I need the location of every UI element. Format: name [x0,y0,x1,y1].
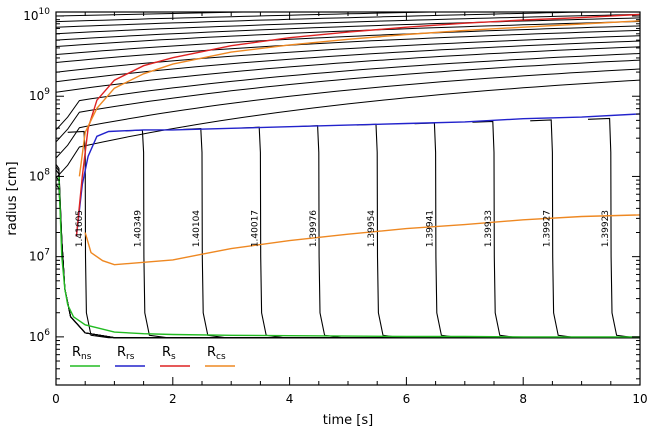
inner-mass-shell-line [356,123,640,339]
legend-label: Rrs [117,345,135,362]
axis-ticks: 0 2 4 6 8 10 106 107 108 109 1010 [23,7,647,406]
mass-label: 1.39923 [601,210,611,247]
outer-mass-shell-line [56,29,640,63]
y-tick-label: 109 [29,87,50,103]
y-tick-label: 108 [29,167,50,183]
x-tick-label: 8 [519,392,527,406]
outer-mass-shell-line [56,79,640,179]
mass-label: 1.41605 [75,210,85,247]
y-axis-title: radius [cm] [5,161,20,235]
outer-mass-shell-line [56,53,640,131]
outer-mass-shell-line [56,40,640,83]
x-tick-label: 10 [632,392,647,406]
x-axis-title: time [s] [323,413,373,428]
mass-label: 1.39927 [542,210,552,247]
mass-label: 1.39933 [484,210,494,247]
series-line-r-ns [58,176,640,338]
outer-mass-shell-line [56,12,640,17]
series-line-r-cs [84,214,640,266]
legend: Rns Rrs Rs Rcs [70,345,235,367]
mass-label: 1.40349 [134,210,144,247]
y-tick-label: 107 [29,248,50,264]
x-tick-label: 0 [52,392,60,406]
outer-mass-shell-line [56,13,640,35]
legend-label: Rns [72,345,92,362]
x-tick-label: 4 [286,392,294,406]
x-tick-label: 6 [403,392,411,406]
outer-mass-shell-line [56,17,640,41]
mass-label: 1.40104 [192,210,202,247]
mass-label: 1.39941 [426,210,436,247]
inner-mass-shell-line [298,125,640,339]
inner-mass-shell-line [241,126,640,339]
outer-mass-shell-line [56,46,640,93]
legend-label: Rcs [207,345,226,362]
outer-mass-shell-line [56,59,640,143]
outer-mass-shell-line [56,12,640,28]
legend-label: Rs [162,345,176,362]
mass-label: 1.39954 [367,210,377,247]
outer-mass-shell-line [56,68,640,159]
mass-label: 1.40017 [250,210,260,247]
y-tick-label: 1010 [23,7,50,23]
mass-labels: 1.41605 1.40349 1.40104 1.40017 1.39976 1.399… [75,210,611,247]
inner-mass-shell-line [472,120,640,339]
mass-shell-lines [56,12,640,339]
mass-label: 1.39976 [309,210,319,247]
y-tick-label: 106 [29,328,50,344]
x-tick-label: 2 [169,392,177,406]
outer-mass-shell-line [56,21,640,47]
series-line-r-cs-outer [78,20,640,177]
inner-mass-shell-line [587,117,640,339]
outer-mass-shell-line [56,25,640,55]
series-lines [58,13,640,338]
inner-mass-shell-line [67,130,640,339]
series-line-r-rs [75,113,640,237]
